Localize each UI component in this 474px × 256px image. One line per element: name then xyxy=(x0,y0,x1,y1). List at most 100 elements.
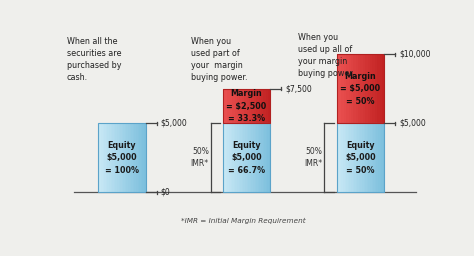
Text: $10,000: $10,000 xyxy=(399,50,430,59)
Bar xyxy=(360,123,363,192)
Bar xyxy=(253,123,255,192)
Bar xyxy=(237,123,239,192)
Bar xyxy=(141,123,143,192)
Bar xyxy=(364,123,365,192)
Bar xyxy=(354,123,356,192)
Bar xyxy=(228,123,229,192)
Bar xyxy=(232,123,234,192)
Bar xyxy=(365,123,367,192)
Bar xyxy=(337,123,384,192)
Bar xyxy=(376,123,378,192)
Bar xyxy=(356,123,358,192)
Bar xyxy=(367,123,369,192)
Bar xyxy=(106,123,108,192)
Bar xyxy=(370,54,373,123)
Bar xyxy=(351,123,353,192)
Bar xyxy=(127,123,128,192)
Bar xyxy=(381,123,383,192)
Text: 50%
IMR*: 50% IMR* xyxy=(304,147,323,168)
Bar xyxy=(229,123,231,192)
Bar xyxy=(109,123,111,192)
Bar xyxy=(254,89,256,123)
Bar xyxy=(380,123,382,192)
Bar xyxy=(368,123,370,192)
Bar xyxy=(382,54,385,123)
Bar xyxy=(258,123,260,192)
Bar xyxy=(349,123,351,192)
Bar xyxy=(242,89,245,123)
Bar xyxy=(117,123,119,192)
Text: When you
used part of
your  margin
buying power.: When you used part of your margin buying… xyxy=(191,37,248,82)
Bar xyxy=(375,123,377,192)
Bar xyxy=(101,123,103,192)
Text: 50%
IMR*: 50% IMR* xyxy=(191,147,209,168)
Bar xyxy=(246,89,249,123)
Text: $0: $0 xyxy=(160,188,170,197)
Bar xyxy=(144,123,146,192)
Bar xyxy=(346,54,349,123)
Bar xyxy=(353,123,355,192)
Bar xyxy=(223,89,271,123)
Bar xyxy=(102,123,105,192)
Bar xyxy=(255,123,256,192)
Bar xyxy=(128,123,130,192)
Bar xyxy=(100,123,101,192)
Bar xyxy=(251,89,254,123)
Bar xyxy=(114,123,116,192)
Bar xyxy=(266,89,268,123)
Bar xyxy=(363,54,365,123)
Bar xyxy=(133,123,135,192)
Bar xyxy=(337,123,338,192)
Bar xyxy=(112,123,114,192)
Bar xyxy=(338,123,340,192)
Bar xyxy=(256,123,258,192)
Bar xyxy=(238,123,241,192)
Bar xyxy=(223,89,226,123)
Bar xyxy=(370,123,372,192)
Bar xyxy=(375,54,378,123)
Bar xyxy=(268,89,271,123)
Bar xyxy=(264,123,266,192)
Bar xyxy=(263,123,264,192)
Bar xyxy=(362,123,364,192)
Bar xyxy=(261,89,264,123)
Bar xyxy=(373,54,375,123)
Text: Equity
$5,000
= 100%: Equity $5,000 = 100% xyxy=(105,141,139,175)
Bar xyxy=(115,123,117,192)
Bar xyxy=(120,123,122,192)
Text: Equity
$5,000
= 50%: Equity $5,000 = 50% xyxy=(345,141,376,175)
Bar xyxy=(239,89,242,123)
Bar xyxy=(357,123,359,192)
Bar xyxy=(246,123,248,192)
Text: $5,000: $5,000 xyxy=(160,119,187,128)
Bar xyxy=(383,123,385,192)
Text: $5,000: $5,000 xyxy=(399,119,426,128)
Text: *IMR = Initial Margin Requirement: *IMR = Initial Margin Requirement xyxy=(181,218,305,224)
Bar xyxy=(122,123,124,192)
Bar xyxy=(341,54,344,123)
Bar xyxy=(266,123,268,192)
Bar xyxy=(267,123,269,192)
Bar xyxy=(130,123,132,192)
Bar xyxy=(136,123,138,192)
Bar xyxy=(135,123,137,192)
Bar xyxy=(353,54,356,123)
Bar xyxy=(235,89,237,123)
Bar xyxy=(139,123,141,192)
Bar xyxy=(225,89,228,123)
Text: Margin
= $5,000
= 50%: Margin = $5,000 = 50% xyxy=(340,72,381,106)
Bar xyxy=(98,123,146,192)
Bar xyxy=(223,123,271,192)
Bar xyxy=(348,123,350,192)
Bar xyxy=(359,123,361,192)
Bar xyxy=(125,123,127,192)
Bar xyxy=(264,89,266,123)
Text: Margin
= $2,500
= 33.3%: Margin = $2,500 = 33.3% xyxy=(227,89,267,123)
Bar xyxy=(341,123,343,192)
Bar xyxy=(346,123,348,192)
Bar xyxy=(244,89,247,123)
Bar xyxy=(108,123,109,192)
Text: $7,500: $7,500 xyxy=(285,84,312,93)
Bar xyxy=(98,123,100,192)
Bar xyxy=(259,123,261,192)
